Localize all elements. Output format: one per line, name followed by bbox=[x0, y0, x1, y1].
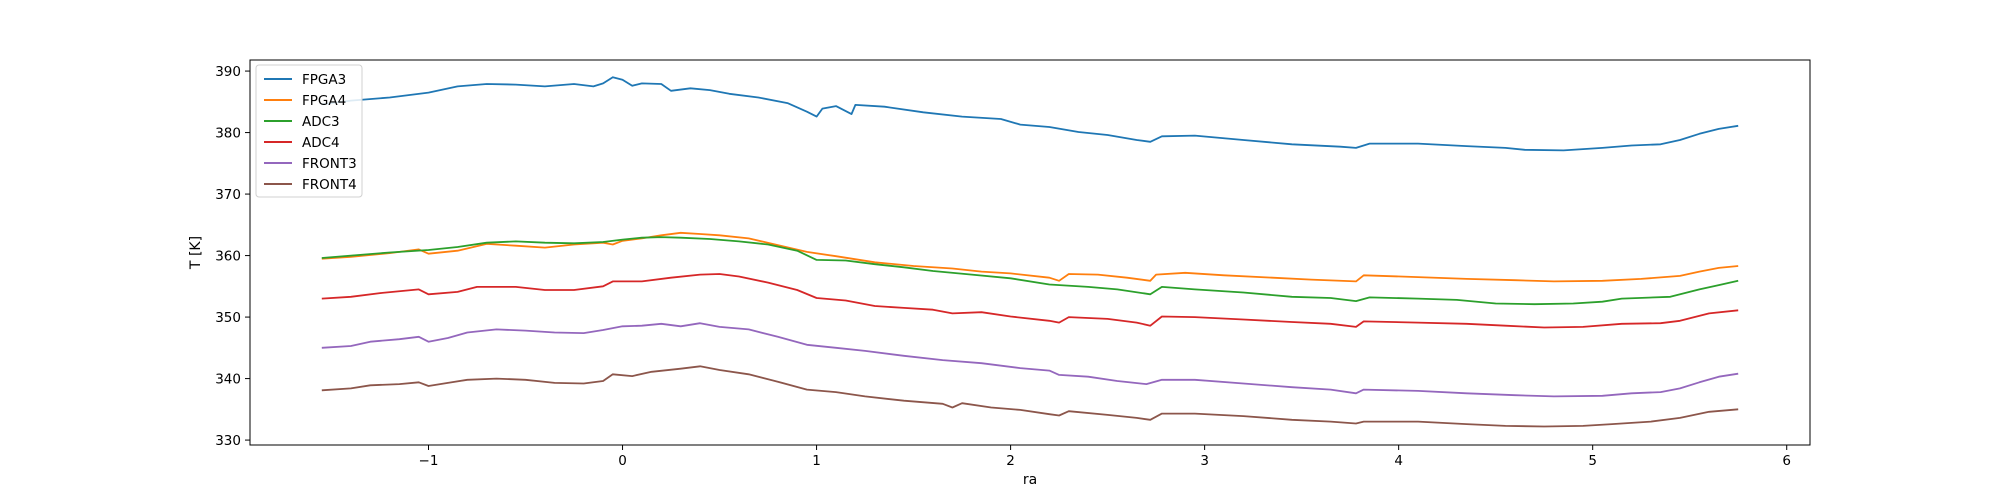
y-axis-ticks: 330 340 350 360 370 380 390 bbox=[215, 64, 250, 449]
series-line-adc3 bbox=[321, 236, 1739, 306]
series-line-front4 bbox=[321, 365, 1739, 428]
legend: FPGA3 FPGA4 ADC3 ADC4 FRONT3 FRONT4 bbox=[255, 64, 363, 198]
series-line-fpga3 bbox=[321, 76, 1739, 152]
x-tick-label: 2 bbox=[1006, 453, 1015, 469]
legend-label-adc4: ADC4 bbox=[302, 135, 340, 151]
series-line-fpga4 bbox=[321, 231, 1739, 283]
x-tick-label: 4 bbox=[1394, 453, 1403, 469]
x-tick-label: −1 bbox=[419, 453, 439, 469]
x-tick-label: 1 bbox=[812, 453, 821, 469]
x-axis-ticks: −1 0 1 2 3 4 5 6 bbox=[419, 445, 1791, 469]
legend-label-adc3: ADC3 bbox=[302, 114, 340, 130]
x-tick-label: 3 bbox=[1200, 453, 1209, 469]
y-tick-label: 340 bbox=[215, 372, 241, 388]
y-tick-label: 380 bbox=[215, 126, 241, 142]
legend-label-front4: FRONT4 bbox=[302, 177, 357, 193]
x-tick-label: 0 bbox=[618, 453, 627, 469]
y-axis-label: T [K] bbox=[188, 236, 204, 270]
x-tick-label: 6 bbox=[1782, 453, 1791, 469]
y-tick-label: 370 bbox=[215, 187, 241, 203]
legend-label-front3: FRONT3 bbox=[302, 156, 357, 172]
axes-frame bbox=[249, 59, 1811, 446]
y-tick-label: 360 bbox=[215, 249, 241, 265]
series-lines bbox=[321, 76, 1739, 428]
series-line-adc4 bbox=[321, 273, 1739, 329]
y-tick-label: 390 bbox=[215, 64, 241, 80]
legend-label-fpga4: FPGA4 bbox=[302, 93, 346, 109]
x-tick-label: 5 bbox=[1588, 453, 1597, 469]
y-tick-label: 350 bbox=[215, 310, 241, 326]
series-line-front3 bbox=[321, 322, 1739, 398]
y-tick-label: 330 bbox=[215, 433, 241, 449]
legend-label-fpga3: FPGA3 bbox=[302, 72, 346, 88]
x-axis-label: ra bbox=[1023, 472, 1037, 488]
